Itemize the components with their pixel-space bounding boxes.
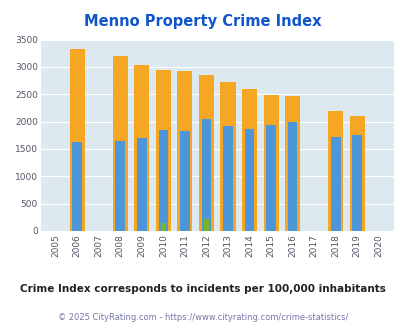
Bar xyxy=(201,119,211,231)
Text: Crime Index corresponds to incidents per 100,000 inhabitants: Crime Index corresponds to incidents per… xyxy=(20,284,385,294)
Bar xyxy=(352,135,361,231)
Bar xyxy=(177,71,192,231)
Bar xyxy=(72,143,82,231)
Bar xyxy=(70,49,85,231)
Bar xyxy=(113,56,128,231)
Bar xyxy=(287,122,297,231)
Bar xyxy=(115,141,125,231)
Bar xyxy=(156,70,171,231)
Bar xyxy=(134,65,149,231)
Bar xyxy=(198,75,213,231)
Bar xyxy=(223,126,232,231)
Bar xyxy=(349,115,364,231)
Text: Menno Property Crime Index: Menno Property Crime Index xyxy=(84,14,321,29)
Bar xyxy=(136,138,146,231)
Bar xyxy=(161,222,165,231)
Bar xyxy=(204,219,208,231)
Bar xyxy=(158,130,168,231)
Bar xyxy=(244,129,254,231)
Bar xyxy=(266,125,275,231)
Bar xyxy=(284,96,299,231)
Bar xyxy=(220,82,235,231)
Bar xyxy=(327,111,342,231)
Bar xyxy=(330,137,340,231)
Bar xyxy=(241,89,256,231)
Bar xyxy=(179,131,189,231)
Bar xyxy=(263,95,278,231)
Text: © 2025 CityRating.com - https://www.cityrating.com/crime-statistics/: © 2025 CityRating.com - https://www.city… xyxy=(58,313,347,322)
